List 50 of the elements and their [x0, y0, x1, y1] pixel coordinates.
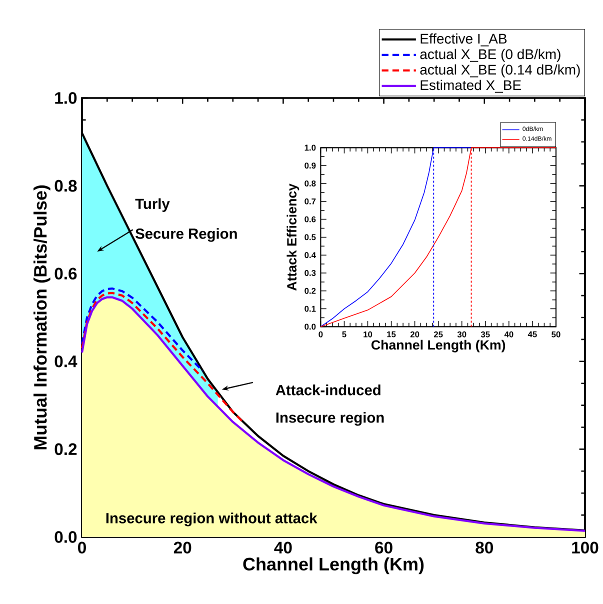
annotation: Insecure region without attack [106, 512, 318, 526]
y-tick-label: 0.6 [304, 216, 316, 222]
y-tick-label: 0.4 [304, 252, 316, 258]
y-tick-label: 0.9 [304, 162, 316, 169]
y-tick-label: 0.8 [304, 180, 316, 186]
line-series [320, 147, 472, 328]
annotation: Insecure region [276, 412, 384, 426]
x-tick-label: 40 [274, 542, 292, 554]
legend-label: Effective I_AB [420, 33, 507, 46]
annotation: Turly [135, 198, 170, 212]
y-tick-label: 0.0 [54, 531, 77, 543]
y-axis-title: Attack Efficiency [286, 184, 300, 291]
x-tick-label: 40 [504, 331, 514, 338]
x-tick-label: 25 [434, 331, 443, 338]
x-tick-label: 100 [572, 542, 598, 554]
y-tick-label: 0.1 [304, 306, 316, 312]
y-tick-label: 0.2 [54, 443, 77, 456]
annotation: Attack-induced [276, 384, 380, 396]
y-tick-label: 1.0 [304, 144, 316, 151]
x-tick-label: 35 [480, 331, 490, 338]
x-tick-label: 20 [174, 542, 192, 554]
y-tick-label: 0.0 [304, 324, 316, 330]
line-series [80, 287, 204, 372]
x-tick-label: 50 [552, 331, 560, 338]
x-tick-label: 0 [318, 331, 323, 338]
y-tick-label: 0.6 [54, 268, 77, 280]
x-tick-label: 15 [387, 331, 396, 338]
legend-label: Estimated X_BE [420, 80, 521, 93]
y-tick-label: 0.7 [304, 198, 316, 204]
y-tick-label: 0.5 [304, 234, 316, 240]
y-tick-label: 0.4 [54, 356, 78, 368]
legend-label: actual X_BE (0 dB/km) [420, 48, 560, 62]
legend-label: actual X_BE (0.14 dB/km) [420, 64, 580, 78]
y-tick-label: 0.8 [54, 180, 77, 192]
x-tick-label: 10 [364, 331, 372, 338]
y-tick-label: 0.2 [304, 288, 316, 294]
x-tick-label: 45 [528, 331, 537, 338]
y-axis-title: Mutual Information (Bits/Pulse) [34, 185, 50, 450]
y-tick-label: 0.3 [304, 270, 316, 276]
x-tick-label: 80 [476, 542, 493, 554]
x-tick-label: 30 [457, 331, 466, 338]
x-tick-label: 5 [342, 331, 346, 338]
annotation: Secure Region [135, 228, 237, 242]
x-tick-label: 60 [375, 542, 392, 554]
x-tick-label: 20 [410, 331, 420, 338]
x-tick-label: 0 [78, 542, 86, 554]
y-tick-label: 1.0 [55, 92, 77, 104]
line-series [80, 292, 244, 424]
x-axis-title: Channel Length (Km) [371, 340, 506, 352]
x-axis-title: Channel Length (Km) [243, 557, 424, 574]
